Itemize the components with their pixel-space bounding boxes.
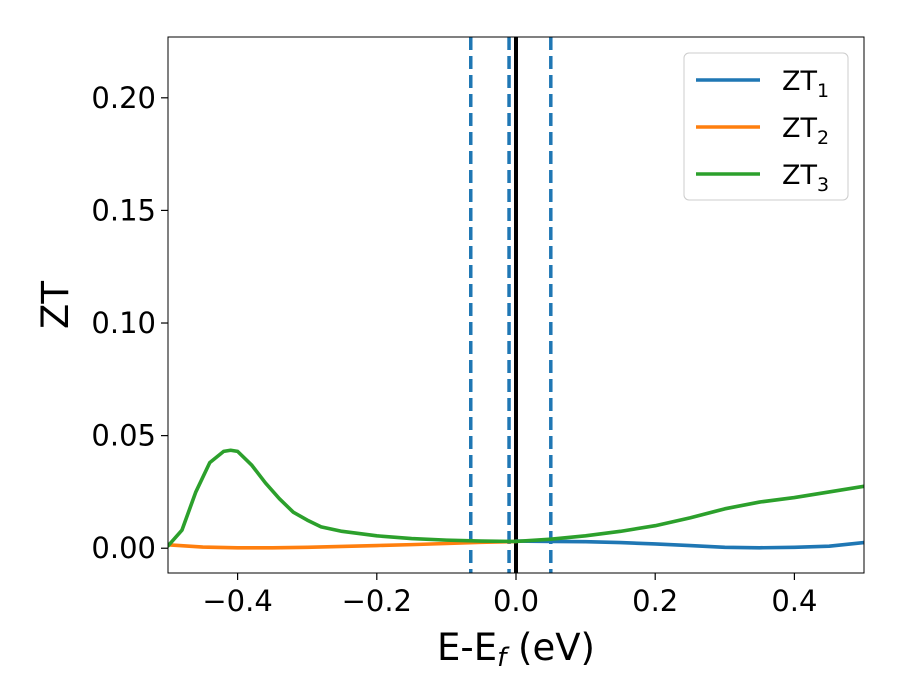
x-tick-label-4: 0.4 xyxy=(771,584,817,618)
y-tick-label-1: 0.05 xyxy=(91,419,156,453)
x-axis-label: E-Ef (eV) xyxy=(437,626,595,673)
x-tick-label-2: 0.0 xyxy=(493,584,539,618)
y-axis-label: ZT xyxy=(34,281,77,329)
x-tick-label-3: 0.2 xyxy=(632,584,678,618)
legend-box xyxy=(683,52,849,201)
series-line-2 xyxy=(168,539,518,550)
x-axis-label-suffix: (eV) xyxy=(506,626,595,669)
y-tick-label-4: 0.20 xyxy=(91,81,156,115)
legend-label-1: ZT1 xyxy=(782,66,829,102)
x-tick-label-1: −0.2 xyxy=(342,584,412,618)
y-tick-label-0: 0.00 xyxy=(91,531,156,565)
legend: ZT1 ZT2 ZT3 xyxy=(683,52,849,201)
legend-label-3: ZT3 xyxy=(782,160,829,196)
y-tick-label-2: 0.10 xyxy=(91,306,156,340)
series-line-3 xyxy=(168,448,864,548)
legend-label-2: ZT2 xyxy=(782,113,829,149)
y-tick-label-3: 0.15 xyxy=(91,193,156,227)
x-tick-label-0: −0.4 xyxy=(202,584,272,618)
series-line-1 xyxy=(514,539,864,550)
